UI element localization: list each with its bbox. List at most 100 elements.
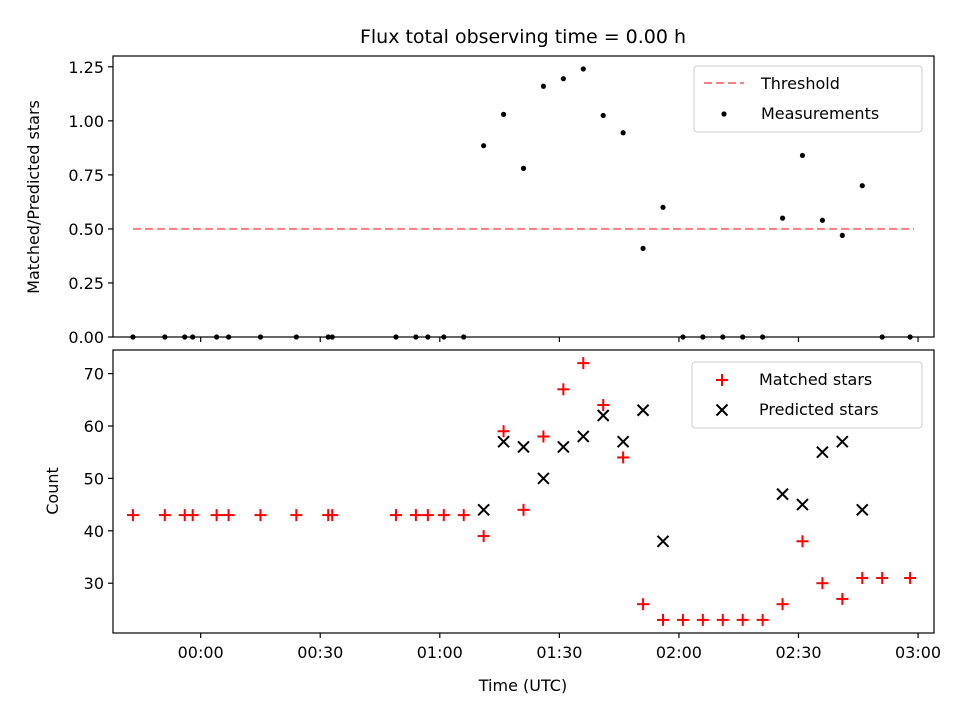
bottom-y-axis-title: Count	[43, 467, 62, 515]
matched-star-point	[656, 613, 669, 626]
bottom-x-ticks: 00:00 00:30 01:00 01:30 02:00 02:30 03:00	[178, 633, 941, 662]
matched-star-point	[126, 509, 139, 522]
measurement-point	[640, 245, 646, 251]
bottom-y-tick-label: 40	[84, 522, 104, 541]
predicted-star-point	[616, 435, 630, 448]
measurement-point	[620, 130, 626, 136]
matched-star-point	[222, 509, 235, 522]
predicted-star-point	[597, 409, 610, 422]
legend-threshold-label: Threshold	[760, 74, 840, 93]
chart-title: Flux total observing time = 0.00 h	[360, 26, 686, 48]
matched-star-point	[290, 509, 303, 522]
legend-matched-label: Matched stars	[759, 370, 872, 389]
matched-star-point	[637, 598, 650, 611]
matched-star-point	[816, 577, 829, 590]
matched-star-point	[437, 509, 450, 522]
top-x-tick-marks	[200, 337, 919, 342]
top-axes-frame	[112, 55, 935, 338]
predicted-star-point	[477, 503, 490, 517]
predicted-star-point	[636, 404, 650, 417]
x-tick-label: 01:30	[536, 643, 582, 662]
x-tick-label: 00:30	[297, 643, 343, 662]
matched-star-points	[126, 357, 917, 626]
measurement-point	[819, 217, 826, 223]
measurement-point	[540, 83, 547, 89]
matched-star-point	[756, 613, 769, 626]
top-panel: 0.00 0.25 0.50 0.75 1.00 1.25 Matched/Predict…	[24, 55, 935, 347]
predicted-star-point	[856, 503, 869, 517]
matched-star-point	[716, 613, 729, 626]
bottom-panel: 30 40 50 60 70 00:00 00:30 01:00 01:30 02:00 02:3…	[43, 349, 941, 695]
top-y-ticks: 0.00 0.25 0.50 0.75 1.00 1.25	[68, 58, 113, 347]
matched-star-point	[676, 613, 689, 626]
matched-star-point	[254, 509, 267, 522]
predicted-star-point	[836, 435, 849, 448]
top-y-axis-title: Matched/Predicted stars	[24, 100, 43, 294]
measurement-point	[500, 111, 507, 117]
legend-predicted-label: Predicted stars	[759, 400, 879, 419]
matched-star-point	[796, 535, 809, 548]
matched-star-point	[856, 571, 869, 584]
predicted-star-point	[557, 440, 570, 454]
bottom-y-tick-label: 30	[84, 574, 104, 593]
top-y-tick-label: 0.00	[68, 328, 104, 347]
measurement-point	[560, 76, 566, 82]
top-legend: Threshold Measurements	[693, 65, 923, 133]
x-tick-label: 03:00	[895, 643, 941, 662]
measurement-point	[779, 215, 786, 221]
matched-star-point	[904, 571, 917, 584]
matched-star-point	[736, 613, 749, 626]
predicted-star-point	[537, 472, 550, 485]
measurement-point	[600, 112, 606, 119]
top-y-tick-label: 1.00	[68, 112, 104, 131]
measurement-point	[839, 232, 845, 239]
legend-plus-marker	[716, 374, 728, 386]
predicted-star-point	[776, 487, 789, 501]
top-y-tick-label: 1.25	[68, 58, 104, 77]
matched-star-point	[477, 530, 490, 543]
measurement-point	[859, 183, 865, 189]
measurement-point	[520, 165, 527, 171]
matched-star-point	[557, 383, 570, 396]
matched-star-point	[696, 613, 709, 626]
matched-star-point	[836, 592, 849, 605]
predicted-star-point	[816, 445, 829, 459]
matched-star-point	[158, 509, 171, 522]
matched-star-point	[421, 509, 434, 522]
matched-star-point	[597, 399, 610, 412]
matched-star-point	[186, 509, 199, 522]
predicted-star-point	[656, 535, 670, 548]
x-tick-label: 01:00	[417, 643, 463, 662]
bottom-y-tick-label: 50	[84, 469, 104, 488]
matched-star-point	[409, 509, 422, 522]
measurement-point	[481, 143, 487, 149]
x-tick-label: 00:00	[178, 643, 224, 662]
matched-star-point	[577, 357, 590, 370]
predicted-star-point	[577, 430, 590, 443]
matched-star-point	[326, 509, 339, 522]
predicted-star-point	[796, 498, 809, 511]
matched-star-point	[876, 571, 889, 584]
x-tick-label: 02:30	[775, 643, 821, 662]
bottom-y-tick-label: 60	[84, 417, 104, 436]
matched-star-point	[497, 425, 510, 438]
measurement-point	[580, 66, 586, 72]
top-legend-box	[693, 65, 923, 133]
legend-measurements-label: Measurements	[761, 104, 879, 123]
matched-star-point	[389, 509, 402, 522]
predicted-star-point	[497, 435, 510, 448]
matched-star-point	[210, 509, 223, 522]
x-tick-label: 02:00	[656, 643, 702, 662]
matched-star-point	[517, 503, 530, 516]
bottom-y-ticks: 30 40 50 60 70	[84, 365, 113, 593]
legend-x-marker	[715, 403, 729, 417]
bottom-legend: Matched stars Predicted stars	[691, 361, 923, 429]
top-y-tick-label: 0.25	[68, 274, 104, 293]
matched-star-point	[617, 451, 630, 464]
matched-star-point	[776, 598, 789, 611]
top-y-tick-label: 0.50	[68, 220, 104, 239]
matched-star-point	[457, 509, 470, 522]
bottom-y-tick-label: 70	[84, 365, 104, 384]
legend-measurements-swatch	[721, 111, 727, 117]
